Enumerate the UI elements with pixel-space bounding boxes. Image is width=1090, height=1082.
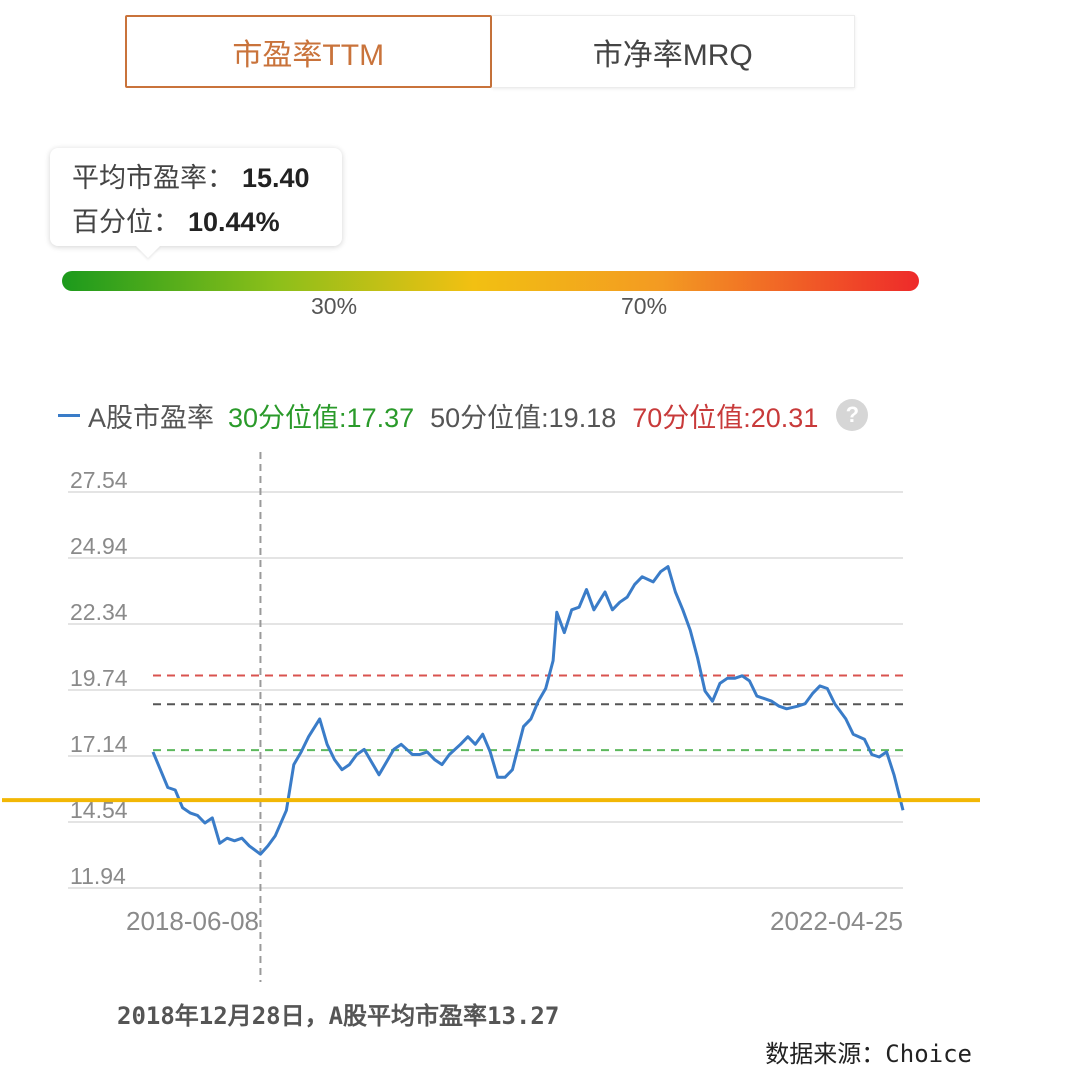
chart-legend: A股市盈率 30分位值:17.37 50分位值:19.18 70分位值:20.3… xyxy=(58,395,869,435)
question-circle-icon[interactable]: ? xyxy=(836,399,869,431)
y-tick-label: 24.94 xyxy=(70,533,128,559)
tab-pe-ttm[interactable]: 市盈率TTM xyxy=(125,15,492,88)
x-tick-label-start: 2018-06-08 xyxy=(126,906,259,936)
pe-line-chart: 27.5424.9422.3419.7417.1414.5411.942018-… xyxy=(2,452,980,982)
percentile-value: 10.44% xyxy=(188,207,280,237)
percentile-label: 百分位： xyxy=(72,207,180,237)
legend-p50: 50分位值:19.18 xyxy=(430,402,617,433)
y-tick-label: 11.94 xyxy=(70,863,126,889)
average-pe-value: 15.40 xyxy=(242,163,310,193)
percentile-mark-30: 30% xyxy=(311,293,358,319)
x-tick-label-end: 2022-04-25 xyxy=(770,906,903,936)
legend-p30: 30分位值:17.37 xyxy=(228,402,415,433)
y-tick-label: 17.14 xyxy=(70,731,128,757)
chart-caption: 2018年12月28日，A股平均市盈率13.27 xyxy=(117,1002,560,1030)
average-pe-tooltip: 平均市盈率： 15.40 百分位： 10.44% xyxy=(50,148,342,258)
series-line-a-share-pe xyxy=(151,565,905,856)
y-tick-label: 22.34 xyxy=(70,599,128,625)
series-swatch xyxy=(58,413,80,417)
legend-series-name: A股市盈率 xyxy=(88,402,215,433)
indicator-tabs: 市盈率TTM 市净率MRQ xyxy=(125,15,855,88)
percentile-mark-70: 70% xyxy=(621,293,668,319)
data-source: 数据来源：Choice xyxy=(765,1040,972,1068)
y-tick-label: 27.54 xyxy=(70,467,128,493)
tab-pb-mrq[interactable]: 市净率MRQ xyxy=(491,15,855,88)
y-tick-label: 19.74 xyxy=(70,665,128,691)
legend-p70: 70分位值:20.31 xyxy=(632,402,819,433)
percentile-gradient-bar xyxy=(62,271,919,291)
tooltip-arrow xyxy=(136,246,160,258)
percentile-row: 百分位： 10.44% xyxy=(72,200,342,244)
average-pe-label: 平均市盈率： xyxy=(72,163,234,193)
average-pe-row: 平均市盈率： 15.40 xyxy=(72,156,342,200)
